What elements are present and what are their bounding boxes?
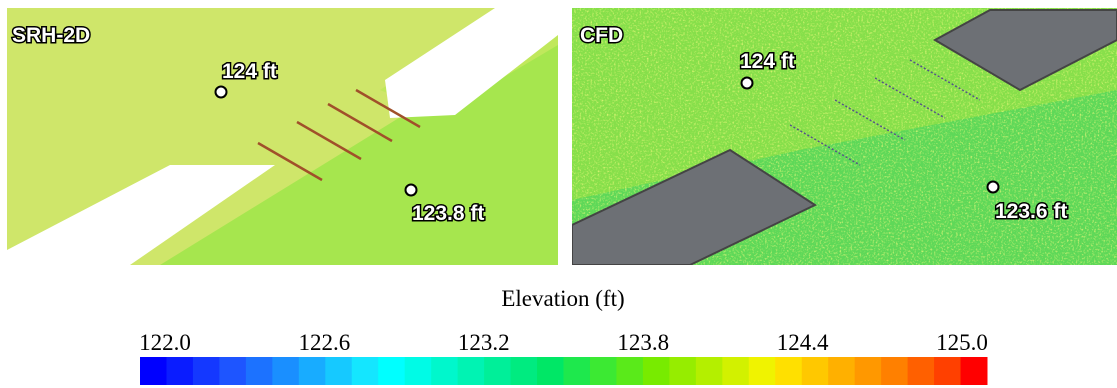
colorbar-step — [484, 357, 511, 385]
colorbar-step — [828, 357, 855, 385]
colorbar-step — [934, 357, 961, 385]
colorbar-step — [511, 357, 538, 385]
colorbar-tick-label: 123.2 — [458, 330, 510, 355]
colorbar-step — [431, 357, 458, 385]
colorbar-step — [590, 357, 617, 385]
figure: Elevation (ft) SRH-2D 124 ft 123.8 ft CFD 12… — [0, 0, 1117, 388]
colorbar-step — [299, 357, 326, 385]
probe-point — [742, 78, 753, 89]
cfd-panel — [572, 8, 1117, 265]
colorbar-step — [405, 357, 432, 385]
colorbar-step — [802, 357, 829, 385]
probe-label: 123.8 ft — [412, 202, 484, 225]
colorbar-step — [166, 357, 193, 385]
colorbar-step — [193, 357, 220, 385]
colorbar-step — [219, 357, 246, 385]
probe-point — [216, 87, 227, 98]
probe-point — [406, 185, 417, 196]
panel-title: SRH-2D — [12, 24, 90, 47]
colorbar-tick-label: 125.0 — [936, 330, 988, 355]
colorbar-step — [669, 357, 696, 385]
probe-label: 124 ft — [740, 50, 795, 73]
colorbar-tick-label: 123.8 — [617, 330, 669, 355]
colorbar-step — [961, 357, 988, 385]
colorbar-step — [775, 357, 802, 385]
probe-label: 124 ft — [222, 60, 277, 83]
probe-label: 123.6 ft — [995, 200, 1067, 223]
colorbar-step — [537, 357, 564, 385]
colorbar-step — [908, 357, 935, 385]
colorbar-step — [458, 357, 485, 385]
colorbar-step — [325, 357, 352, 385]
colorbar-step — [616, 357, 643, 385]
colorbar-step — [722, 357, 749, 385]
colorbar-step — [749, 357, 776, 385]
colorbar-step — [881, 357, 908, 385]
colorbar-step — [140, 357, 167, 385]
colorbar-step — [564, 357, 591, 385]
colorbar-step — [246, 357, 273, 385]
colorbar-step — [352, 357, 379, 385]
probe-point — [988, 182, 999, 193]
colorbar-tick-label: 122.6 — [299, 330, 351, 355]
colorbar-tick-label: 122.0 — [139, 330, 191, 355]
colorbar-step — [855, 357, 882, 385]
colorbar-step — [696, 357, 723, 385]
colorbar-step — [378, 357, 405, 385]
colorbar-tick-label: 124.4 — [777, 330, 829, 355]
colorbar-title: Elevation (ft) — [501, 286, 624, 311]
panel-title: CFD — [580, 24, 623, 47]
colorbar-step — [272, 357, 299, 385]
colorbar-step — [643, 357, 670, 385]
